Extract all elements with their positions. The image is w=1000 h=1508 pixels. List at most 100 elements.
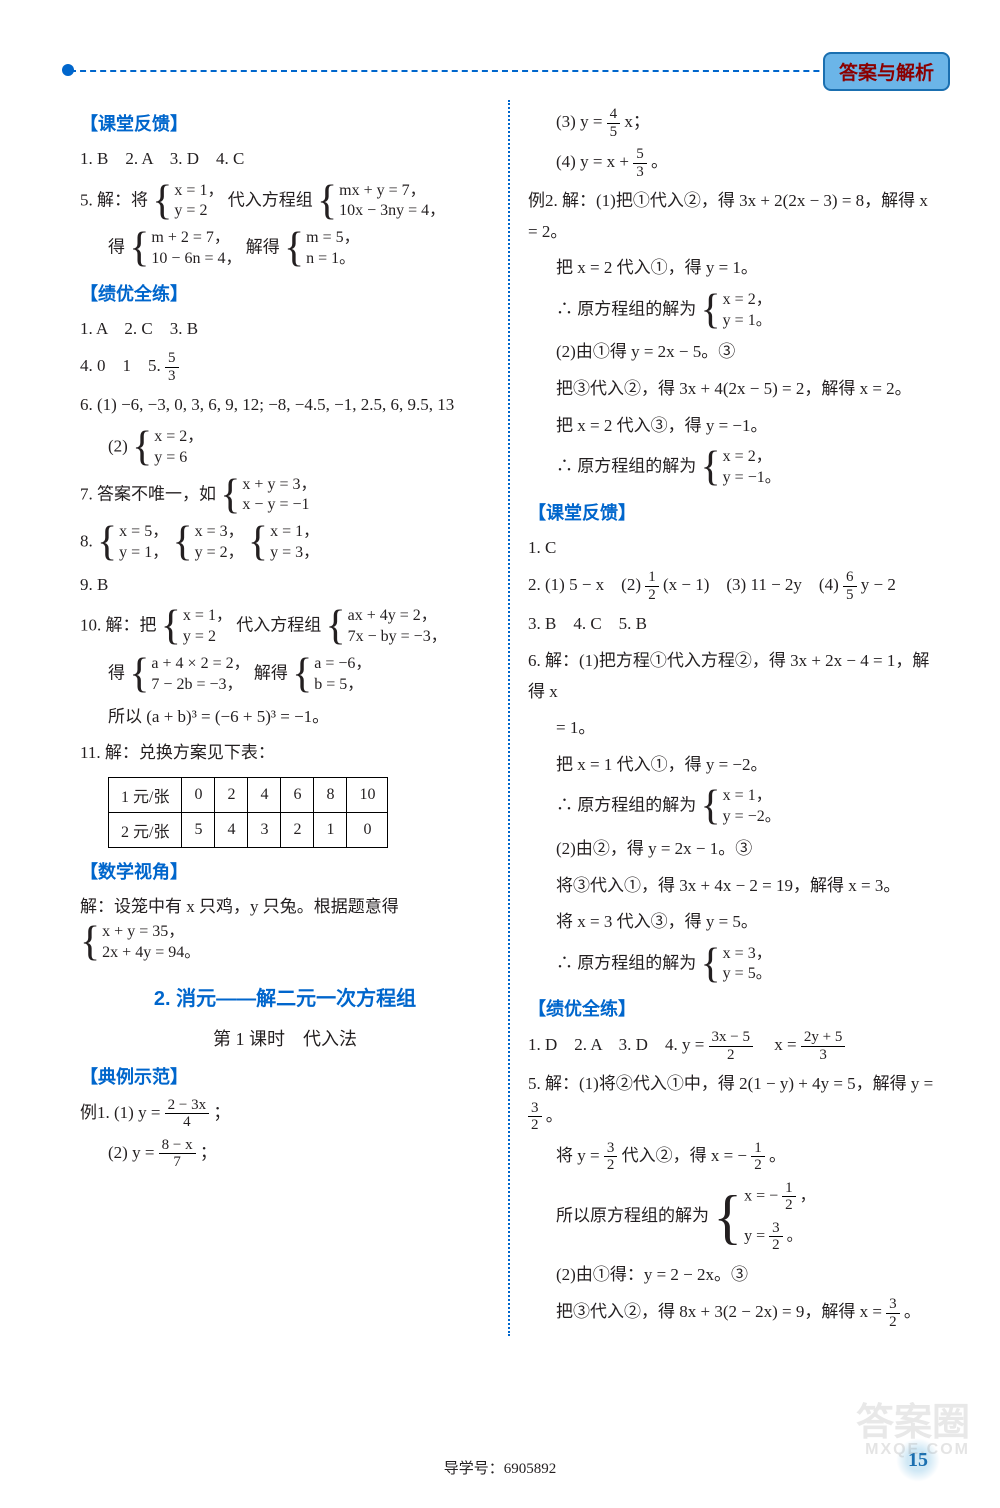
numerator: 2y + 5 — [801, 1029, 845, 1047]
table-cell: 8 — [314, 777, 347, 812]
jy5-2: 将 y = 32 代入②，得 x = − 12 。 — [528, 1140, 940, 1174]
table-cell: 1 元/张 — [109, 777, 182, 812]
exchange-table: 1 元/张 0 2 4 6 8 10 2 元/张 5 4 3 2 1 0 — [108, 777, 388, 848]
text: ； — [213, 1103, 230, 1122]
q8: 8. { x = 5， y = 1， { x = 3， y = 2， { x =… — [80, 522, 490, 564]
answer-line: 1. B 2. A 3. D 4. C — [80, 144, 490, 175]
denominator: 4 — [165, 1114, 209, 1131]
denominator: 3 — [165, 368, 179, 385]
jy5-3: 所以原方程组的解为 { x = − 12 ， y = 32 。 — [528, 1180, 940, 1254]
numerator: 3 — [769, 1220, 783, 1238]
text: ∴ 原方程组的解为 — [556, 953, 696, 972]
t: y = — [744, 1228, 769, 1245]
denominator: 2 — [709, 1047, 753, 1064]
text: (x − 1) (3) 11 − 2y (4) — [663, 575, 843, 594]
eq: 10 − 6n = 4， — [151, 249, 241, 270]
eq: a + 4 × 2 = 2， — [151, 654, 249, 675]
jy1: 1. D 2. A 3. D 4. y = 3x − 52 x = 2y + 5… — [528, 1029, 940, 1063]
lesson-title: 第 1 课时 代入法 — [80, 1025, 490, 1051]
ex1-3: (3) y = 45 x； — [528, 106, 940, 140]
eq: x = 1， — [174, 181, 223, 202]
text: 解：设笼中有 x 只鸡，y 只兔。根据题意得 — [80, 897, 399, 916]
ex2-1: 例2. 解：(1)把①代入②，得 3x + 2(2x − 3) = 8，解得 x… — [528, 186, 940, 247]
eq: mx + y = 7， — [339, 181, 445, 202]
answer-line: 1. A 2. C 3. B — [80, 314, 490, 345]
text: ； — [200, 1143, 217, 1162]
numerator: 4 — [607, 106, 621, 124]
eq: y = 32 。 — [744, 1220, 816, 1254]
eq: ax + 4y = 2， — [348, 606, 447, 627]
table-cell: 2 — [281, 812, 314, 847]
eq: x = 1， — [183, 606, 232, 627]
text: 。 — [651, 152, 668, 171]
numerator: 3 — [528, 1100, 542, 1118]
eq: y = 1， — [119, 543, 168, 564]
text: 5. 解：将 — [80, 190, 148, 209]
right-column: (3) y = 45 x； (4) y = x + 53 。 例2. 解：(1)… — [510, 100, 950, 1336]
eq: x = − 12 ， — [744, 1180, 816, 1214]
text: (2) y = — [108, 1143, 159, 1162]
ex1-2: (2) y = 8 − x7 ； — [80, 1137, 490, 1171]
q10-line1: 10. 解：把 { x = 1， y = 2 代入方程组 { ax + 4y =… — [80, 606, 490, 648]
denominator: 2 — [645, 587, 659, 604]
eq: y = 2 — [183, 627, 232, 648]
eq: y = −2。 — [723, 807, 781, 828]
numerator: 3x − 5 — [709, 1029, 753, 1047]
eq: m = 5， — [306, 228, 359, 249]
eq: x = 2， — [154, 427, 203, 448]
denominator: 2 — [782, 1197, 796, 1214]
answer-line: 1. C — [528, 533, 940, 564]
text: 5. 解：(1)将②代入①中，得 2(1 − y) + 4y = 5，解得 y … — [528, 1074, 933, 1093]
ex2-6: 把 x = 2 代入③，得 y = −1。 — [528, 411, 940, 442]
eq: x = 3， — [195, 522, 244, 543]
eq: x = 1， — [723, 786, 781, 807]
text: 1. D 2. A 3. D 4. y = — [528, 1035, 709, 1054]
text: 7. 答案不唯一，如 — [80, 484, 216, 503]
q7: 7. 答案不唯一，如 { x + y = 3， x − y = −1 — [80, 475, 490, 517]
table-cell: 4 — [248, 777, 281, 812]
eq: 7 − 2b = −3， — [151, 675, 249, 696]
numerator: 1 — [782, 1180, 796, 1198]
q9: 9. B — [80, 570, 490, 601]
r6-3: ∴ 原方程组的解为 { x = 1， y = −2。 — [528, 786, 940, 828]
ex2-4: (2)由①得 y = 2x − 5。③ — [528, 337, 940, 368]
table-cell: 0 — [347, 812, 388, 847]
eq: y = 2 — [174, 201, 223, 222]
r6-1b: = 1。 — [528, 713, 940, 744]
denominator: 7 — [159, 1154, 196, 1171]
eq: 10x − 3ny = 4， — [339, 201, 445, 222]
text: 把③代入②，得 8x + 3(2 − 2x) = 9，解得 x = — [556, 1302, 886, 1321]
denominator: 5 — [607, 124, 621, 141]
numerator: 5 — [165, 350, 179, 368]
jy5-1: 5. 解：(1)将②代入①中，得 2(1 − y) + 4y = 5，解得 y … — [528, 1069, 940, 1134]
r6-7: ∴ 原方程组的解为 { x = 3， y = 5。 — [528, 944, 940, 986]
section-heading: 【课堂反馈】 — [528, 499, 940, 525]
eq: x = 2， — [723, 290, 772, 311]
chapter-title: 2. 消元——解二元一次方程组 — [80, 982, 490, 1011]
eq: y = −1。 — [723, 468, 781, 489]
eq: m + 2 = 7， — [151, 228, 241, 249]
numerator: 3 — [886, 1296, 900, 1314]
text: 。 — [546, 1106, 563, 1125]
table-cell: 4 — [215, 812, 248, 847]
numerator: 6 — [843, 569, 857, 587]
text: x； — [624, 112, 650, 131]
t: x = − — [744, 1188, 778, 1205]
table-cell: 5 — [182, 812, 215, 847]
text: 。 — [769, 1146, 786, 1165]
table-cell: 6 — [281, 777, 314, 812]
table-cell: 10 — [347, 777, 388, 812]
answer-line: 3. B 4. C 5. B — [528, 609, 940, 640]
footer-text: 导学号：6905892 — [0, 1457, 1000, 1478]
text: (2) — [108, 437, 128, 456]
jy5-4: (2)由①得：y = 2 − 2x。③ — [528, 1260, 940, 1291]
eq: x = 1， — [270, 522, 319, 543]
q10-line3: 所以 (a + b)³ = (−6 + 5)³ = −1。 — [80, 702, 490, 733]
jy5-5: 把③代入②，得 8x + 3(2 − 2x) = 9，解得 x = 32 。 — [528, 1296, 940, 1330]
table-cell: 1 — [314, 812, 347, 847]
text: (3) y = — [556, 112, 607, 131]
watermark-top: 答案圈 — [856, 1404, 970, 1442]
r6-1: 6. 解：(1)把方程①代入方程②，得 3x + 2x − 4 = 1，解得 x — [528, 646, 940, 707]
text: 例1. (1) y = — [80, 1103, 165, 1122]
eq: y = 6 — [154, 448, 203, 469]
